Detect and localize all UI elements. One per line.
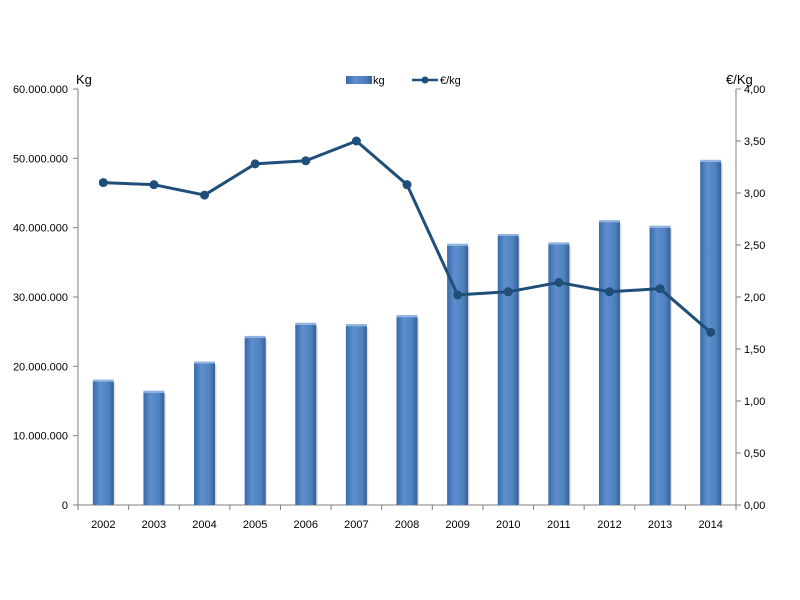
bar-top-edge (649, 225, 671, 228)
x-tick-label: 2011 (547, 519, 571, 531)
bar (295, 324, 317, 505)
legend-label-eur-kg: €/kg (440, 75, 461, 87)
x-tick-label: 2012 (597, 519, 621, 531)
y-right-tick-label: 1,00 (744, 396, 765, 408)
legend-label-kg: kg (373, 75, 385, 87)
price-point (503, 287, 513, 297)
price-point (554, 277, 564, 287)
price-point (655, 284, 665, 294)
price-point (200, 190, 210, 200)
x-tick-label: 2002 (91, 519, 115, 531)
x-tick-label: 2013 (648, 519, 672, 531)
x-tick-label: 2009 (445, 519, 469, 531)
price-point (149, 180, 159, 190)
x-tick-label: 2007 (344, 519, 368, 531)
y-left-tick-label: 10.000.000 (13, 431, 68, 443)
bar (244, 337, 266, 505)
price-point (98, 178, 108, 188)
x-tick-label: 2010 (496, 519, 520, 531)
x-tick-label: 2004 (192, 519, 216, 531)
bar (497, 235, 519, 505)
plot-area: 0 10.000.000 20.000.000 30.000.000 40.000.00… (13, 84, 765, 531)
bar (396, 317, 418, 505)
bar-top-edge (345, 324, 367, 327)
price-point (453, 290, 463, 300)
x-tick-label: 2014 (698, 519, 722, 531)
legend-bar-swatch (346, 76, 372, 84)
bar-top-edge (92, 379, 114, 382)
price-point (402, 180, 412, 190)
y-right-tick-label: 3,00 (744, 188, 765, 200)
price-point (250, 159, 260, 169)
y-right-tick-label: 1,50 (744, 344, 765, 356)
bar-top-edge (194, 361, 216, 364)
y-right-tick-label: 2,50 (744, 240, 765, 252)
y-right-tick-label: 0,00 (744, 500, 765, 512)
bar-top-edge (143, 390, 165, 393)
price-point (706, 327, 716, 337)
bar (194, 363, 216, 505)
bar-top-edge (396, 315, 418, 318)
bar-top-edge (598, 220, 620, 223)
bar (598, 222, 620, 505)
y-left-axis-title: Kg (76, 72, 92, 87)
bar (649, 227, 671, 505)
y-right-tick-label: 3,50 (744, 136, 765, 148)
y-left-tick-label: 50.000.000 (13, 153, 68, 165)
bar-top-edge (497, 233, 519, 236)
x-tick-label: 2006 (294, 519, 318, 531)
bar (548, 244, 570, 505)
y-right-tick-label: 4,00 (744, 84, 765, 96)
y-right-axis-title: €/Kg (726, 72, 753, 87)
x-tick-label: 2005 (243, 519, 267, 531)
bar (447, 245, 469, 505)
bar-top-edge (700, 159, 722, 162)
y-right-tick-label: 0,50 (744, 448, 765, 460)
y-right-tick-label: 2,00 (744, 292, 765, 304)
price-point (351, 136, 361, 146)
y-left-tick-label: 20.000.000 (13, 361, 68, 373)
y-left-tick-label: 30.000.000 (13, 292, 68, 304)
bar-top-edge (244, 335, 266, 338)
x-tick-label: 2003 (142, 519, 166, 531)
bar-top-edge (447, 243, 469, 246)
bar-top-edge (295, 322, 317, 325)
legend: kg €/kg (346, 75, 461, 87)
bar (345, 326, 367, 505)
y-left-tick-label: 60.000.000 (13, 84, 68, 96)
bar (143, 392, 165, 505)
price-point (301, 156, 311, 166)
x-tick-label: 2008 (395, 519, 419, 531)
legend-line-marker (421, 76, 429, 84)
y-left-tick-label: 0 (62, 500, 68, 512)
bar-top-edge (548, 242, 570, 245)
bar (92, 381, 114, 505)
y-left-tick-label: 40.000.000 (13, 223, 68, 235)
price-point (604, 287, 614, 297)
